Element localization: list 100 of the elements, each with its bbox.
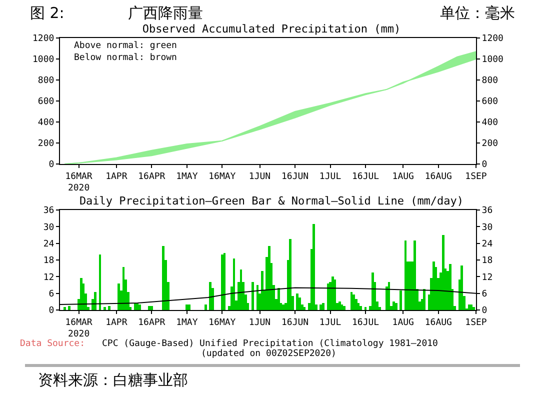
chart-title: Daily Precipitation–Green Bar & Normal–Solid Line (mm/day) xyxy=(79,194,464,208)
y2-tick-label: 30 xyxy=(482,222,493,233)
text: 广西降雨量 xyxy=(128,4,203,23)
y-tick-label: 36 xyxy=(43,206,54,216)
x-tick-label: 16APR xyxy=(138,172,166,182)
bar xyxy=(320,304,322,310)
x-tick-label: 16MAR 2020 xyxy=(65,318,93,340)
bar xyxy=(103,307,106,310)
x-tick-label: 16AUG xyxy=(424,318,452,328)
x-tick-label: 1JUN xyxy=(248,318,271,328)
bar xyxy=(108,306,111,310)
y-tick-label: 12 xyxy=(43,272,54,283)
text: CPC (Gauge-Based) Unified Precipitation (Climatology 1981–2010 xyxy=(102,339,438,349)
y-tick-label: 600 xyxy=(38,97,54,108)
bar xyxy=(448,264,452,310)
bar xyxy=(209,282,212,310)
x-tick-label: 1JUL xyxy=(319,172,342,182)
bar xyxy=(371,272,374,310)
x-tick-label: 16MAY xyxy=(208,318,236,328)
x-tick-label: 1SEP xyxy=(465,172,488,182)
bar xyxy=(386,286,388,310)
bar xyxy=(252,282,254,310)
x-tick-label: 1APR xyxy=(106,318,128,328)
x-tick-label: 16JUN xyxy=(281,172,309,182)
bar xyxy=(150,306,153,310)
y-tick-label: 0 xyxy=(48,160,54,170)
y-tick-label: 200 xyxy=(38,139,54,150)
y2-tick-label: 24 xyxy=(482,239,493,250)
y2-tick-label: 0 xyxy=(482,160,488,170)
bar xyxy=(118,284,120,310)
bar xyxy=(460,266,464,310)
x-tick-label: 1AUG xyxy=(392,318,414,328)
text: 单位：毫米 xyxy=(440,4,515,23)
y2-tick-label: 400 xyxy=(482,118,498,128)
x-tick-label: 1JUN xyxy=(248,172,271,182)
caption: 图 2: xyxy=(30,4,64,23)
y-tick-label: 24 xyxy=(43,239,54,250)
bar xyxy=(94,292,96,310)
y-tick-label: 1000 xyxy=(32,55,54,66)
bar xyxy=(138,304,142,310)
x-tick-label: 16AUG xyxy=(424,172,452,182)
y2-tick-label: 1000 xyxy=(482,55,504,66)
y-tick-label: 0 xyxy=(48,306,54,316)
bar xyxy=(64,307,66,310)
annotation: Below normal: brown xyxy=(74,53,177,63)
bar xyxy=(322,303,324,310)
bar xyxy=(400,290,402,310)
bar xyxy=(394,303,398,310)
x-tick-label: 1APR xyxy=(106,172,128,182)
bar xyxy=(186,304,188,310)
annotation: Above normal: green xyxy=(74,41,177,51)
x-tick-label: 16MAR 2020 xyxy=(65,172,93,194)
y2-tick-label: 36 xyxy=(482,206,493,216)
x-tick-label: 16JUL xyxy=(352,318,380,328)
x-tick-label: 1MAY xyxy=(176,318,198,328)
y-tick-label: 1200 xyxy=(32,34,54,44)
y2-tick-label: 0 xyxy=(482,306,488,316)
chart-title: Observed Accumulated Precipitation (mm) xyxy=(142,22,401,36)
bar xyxy=(312,224,316,310)
x-tick-label: 16JUL xyxy=(352,172,380,182)
bar xyxy=(303,307,306,310)
y2-tick-label: 200 xyxy=(482,139,498,150)
y2-tick-label: 12 xyxy=(482,272,493,283)
bar xyxy=(470,304,472,310)
x-tick-label: 1MAY xyxy=(176,172,198,182)
bar xyxy=(414,240,416,310)
bar xyxy=(343,306,346,310)
x-tick-label: 16MAY xyxy=(208,172,236,182)
y2-tick-label: 1200 xyxy=(482,34,504,44)
bar xyxy=(364,307,367,310)
x-tick-label: 16JUN xyxy=(281,318,309,328)
y-tick-label: 6 xyxy=(48,289,54,300)
bar xyxy=(360,306,362,310)
x-tick-label: 1SEP xyxy=(465,318,488,328)
bar xyxy=(220,254,224,310)
source-note: Data Source: xyxy=(20,339,86,349)
x-tick-label: 1AUG xyxy=(392,172,414,182)
bar xyxy=(188,304,190,310)
x-tick-label: 16APR xyxy=(138,318,166,328)
y-tick-label: 18 xyxy=(43,256,54,266)
bar xyxy=(289,239,292,310)
y2-tick-label: 600 xyxy=(482,97,498,108)
bar xyxy=(354,298,358,310)
bar xyxy=(204,304,207,310)
bar xyxy=(298,298,301,310)
bar xyxy=(277,288,280,310)
bar xyxy=(68,306,71,310)
bar xyxy=(134,303,136,310)
bar xyxy=(148,306,150,310)
bar xyxy=(260,271,264,310)
x-tick-label: 1JUL xyxy=(319,318,342,328)
y-tick-label: 800 xyxy=(38,76,54,86)
text: (updated on 00Z02SEP2020) xyxy=(201,349,336,359)
bar xyxy=(432,261,435,310)
bar xyxy=(392,302,395,310)
bar xyxy=(296,293,299,310)
text: 资料来源：白糖事业部 xyxy=(38,371,188,390)
bar xyxy=(442,235,444,310)
y2-tick-label: 6 xyxy=(482,289,488,300)
bar xyxy=(80,278,82,310)
